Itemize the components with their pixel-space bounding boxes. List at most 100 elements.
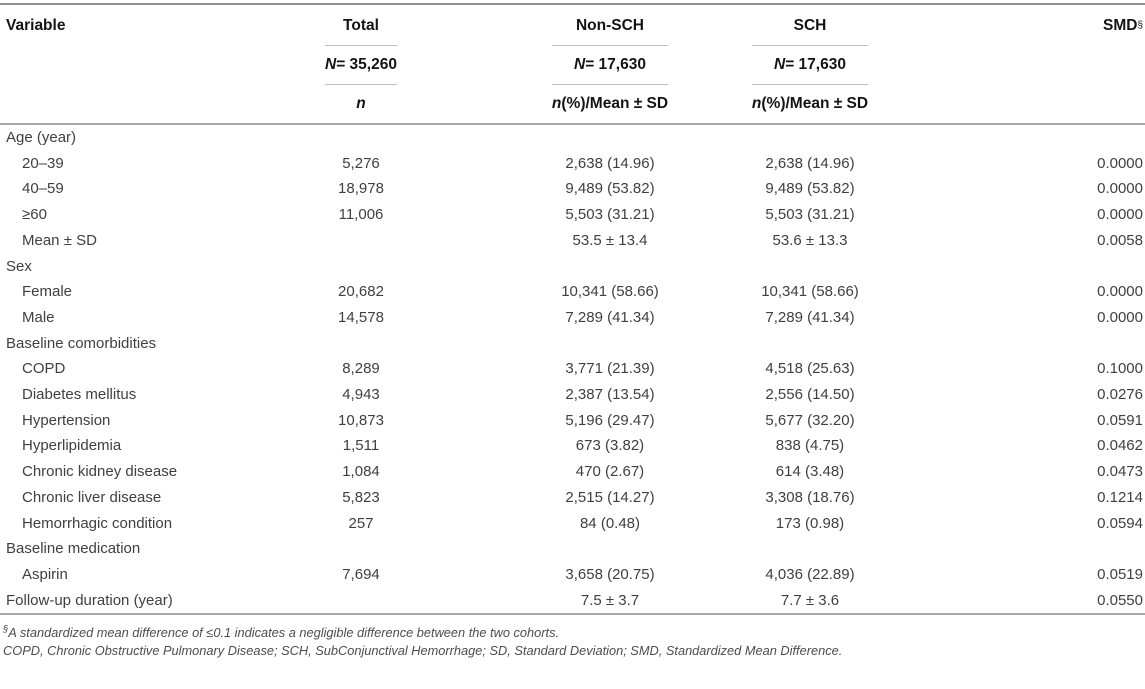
total-cell: 1,084 [342,463,380,481]
smd-cell: 0.0473 [1097,463,1143,481]
variable-cell: Chronic liver disease [22,488,162,506]
variable-cell: Diabetes mellitus [22,386,137,404]
variable-cell: Female [22,283,73,301]
non-sch-cell: 84 (0.48) [579,514,641,532]
sch-cell: 5,503 (31.21) [765,206,855,224]
sch-cell: 4,036 (22.89) [765,565,855,583]
variable-header-label: Variable [0,7,236,45]
smd-cell [886,331,1145,357]
smd-cell: 0.0276 [1097,386,1143,404]
total-sub-symbol: n [356,95,366,112]
sch-cell: 10,341 (58.66) [761,283,859,301]
variable-cell: Aspirin [22,565,68,583]
variable-cell: Baseline medication [6,540,141,558]
total-cell [236,331,486,357]
non-sch-cell: 2,638 (14.96) [565,154,655,172]
non-sch-cell [486,254,734,280]
sch-header-text: SCH [793,17,827,34]
variable-cell: Hemorrhagic condition [22,514,173,532]
data-row: ≥60 11,006 5,503 (31.21) 5,503 (31.21) 0.000… [0,202,1145,228]
table-header: Variable Total N = 35,260 n Non-SCH [0,3,1145,125]
column-header-non-sch: Non-SCH N = 17,630 n (%)/Mean ± SD [486,3,734,125]
total-cell: 20,682 [338,283,384,301]
total-n-symbol: N [325,56,337,73]
total-cell [236,124,486,151]
sch-cell: 53.6 ± 13.3 [772,231,848,249]
total-header-label: Total [325,7,397,45]
header-row: Variable Total N = 35,260 n Non-SCH [0,3,1145,125]
section-row: Follow-up duration (year) 7.5 ± 3.7 7.7 ± … [0,587,1145,616]
variable-cell: Hyperlipidemia [22,437,122,455]
sch-cell: 7.7 ± 3.6 [734,587,886,616]
sch-cell: 4,518 (25.63) [765,360,855,378]
data-row: Diabetes mellitus 4,943 2,387 (13.54) 2,556… [0,382,1145,408]
footnote-smd-definition: §A standardized mean difference of ≤0.1 … [3,624,1145,642]
smd-cell: 0.0000 [1097,308,1143,326]
total-header-text: Total [343,17,379,34]
total-header-stack: Total N = 35,260 n [325,5,397,123]
smd-cell [886,536,1145,562]
section-row: Baseline comorbidities [0,331,1145,357]
variable-cell: Baseline comorbidities [6,334,157,352]
column-header-total: Total N = 35,260 n [236,3,486,125]
table-footnotes: §A standardized mean difference of ≤0.1 … [0,615,1145,660]
sch-n-symbol: N [774,56,786,73]
non-sch-cell: 3,658 (20.75) [565,565,655,583]
total-cell: 14,578 [338,308,384,326]
non-sch-sub-symbol: n [551,95,562,112]
non-sch-sub-rest: (%)/Mean ± SD [561,95,669,112]
total-cell: 4,943 [342,386,380,404]
sch-header-n: N = 17,630 [752,46,868,84]
variable-cell: Sex [6,257,32,275]
non-sch-cell: 10,341 (58.66) [561,283,659,301]
sch-cell: 838 (4.75) [775,437,845,455]
total-cell: 1,511 [342,437,380,455]
smd-cell: 0.0519 [1097,565,1143,583]
footnote-abbreviations: COPD, Chronic Obstructive Pulmonary Dise… [3,642,1145,660]
data-row: Chronic liver disease 5,823 2,515 (14.27) 3… [0,485,1145,511]
header-divider [551,84,669,85]
header-divider [751,84,869,85]
sch-header-label: SCH [752,7,868,45]
data-row: Aspirin 7,694 3,658 (20.75) 4,036 (22.89) 0.… [0,562,1145,588]
sch-cell [734,124,886,151]
variable-cell: Age (year) [6,129,77,146]
sch-cell: 2,556 (14.50) [765,386,855,404]
smd-cell: 0.0000 [1097,206,1143,224]
smd-cell: 0.0594 [1097,514,1143,532]
column-header-variable: Variable [0,3,236,125]
total-cell [236,587,486,616]
section-row: Age (year) [0,124,1145,151]
non-sch-header-sub: n (%)/Mean ± SD [552,85,668,123]
variable-cell: Male [22,308,55,326]
non-sch-cell: 470 (2.67) [575,463,645,481]
total-cell: 257 [348,514,374,532]
sch-cell: 7,289 (41.34) [765,308,855,326]
data-row: Hypertension 10,873 5,196 (29.47) 5,677 (32… [0,408,1145,434]
sch-cell [734,254,886,280]
variable-cell: 20–39 [22,154,64,172]
variable-cell: Hypertension [22,411,111,429]
column-header-sch: SCH N = 17,630 n (%)/Mean ± SD [734,3,886,125]
data-row: 40–59 18,978 9,489 (53.82) 9,489 (53.82) 0.0… [0,176,1145,202]
smd-cell [886,254,1145,280]
smd-cell: 0.0000 [1097,154,1143,172]
smd-cell: 0.0591 [1097,411,1143,429]
footnote-smd-text: A standardized mean difference of ≤0.1 i… [8,625,560,641]
non-sch-cell [486,331,734,357]
non-sch-cell: 7,289 (41.34) [565,308,655,326]
non-sch-cell: 53.5 ± 13.4 [572,231,648,249]
variable-cell: 40–59 [22,180,64,198]
variable-cell: COPD [22,360,66,378]
data-row: 20–39 5,276 2,638 (14.96) 2,638 (14.96) 0.00… [0,151,1145,177]
column-header-smd: SMD § [886,3,1145,125]
total-header-n: N = 35,260 [325,46,397,84]
total-cell [236,536,486,562]
header-divider [325,45,397,46]
smd-cell: 0.0000 [1097,180,1143,198]
smd-header-stack: SMD § [886,5,1145,45]
data-row: Mean ± SD 53.5 ± 13.4 53.6 ± 13.3 0.0058 [0,228,1145,254]
non-sch-cell: 5,503 (31.21) [565,206,655,224]
total-cell: 5,276 [342,154,380,172]
